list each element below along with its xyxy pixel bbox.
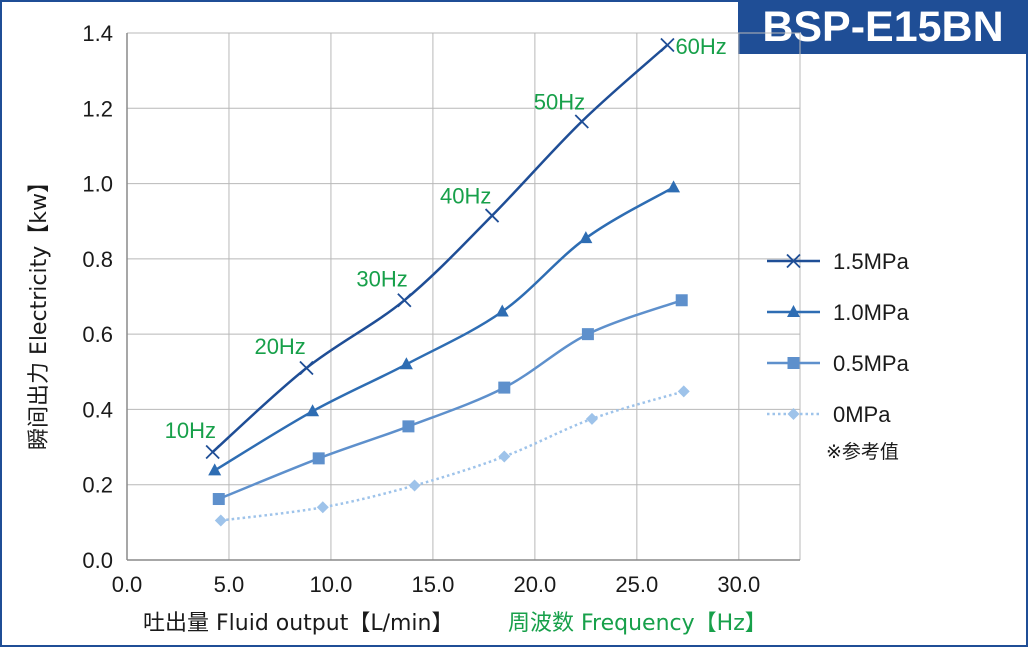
frequency-label: 10Hz: [165, 418, 216, 443]
data-point-0mpa: [585, 412, 598, 425]
data-point-0mpa: [214, 514, 227, 527]
data-point-1.5mpa: [660, 37, 675, 53]
legend-marker: [787, 408, 800, 420]
y-tick-label: 1.4: [82, 21, 113, 46]
x-tick-label: 15.0: [411, 572, 454, 597]
legend: 1.5MPa 1.0MPa 0.5MPa 0MPa: [767, 249, 910, 427]
series-line-0mpa: [220, 390, 685, 522]
frequency-label: 60Hz: [675, 34, 726, 59]
data-point-1.0mpa: [306, 404, 320, 417]
x-axis-label-frequency: 周波数 Frequency【Hz】: [508, 611, 767, 636]
data-point-0.5mpa: [402, 420, 415, 433]
data-point-0mpa: [316, 501, 329, 514]
data-point-0.5mpa: [581, 328, 594, 341]
data-point-1.0mpa: [208, 463, 222, 476]
legend-marker: [787, 305, 800, 317]
data-point-0mpa: [677, 385, 690, 398]
legend-label: 1.0MPa: [833, 300, 910, 325]
frequency-label: 30Hz: [356, 266, 407, 291]
y-tick-label: 0.6: [82, 322, 113, 347]
data-point-1.5mpa: [299, 360, 314, 376]
legend-marker: [787, 357, 800, 369]
x-tick-label: 10.0: [310, 572, 353, 597]
x-tick-label: 0.0: [112, 572, 143, 597]
frequency-label: 20Hz: [254, 334, 305, 359]
y-tick-label: 0.0: [82, 548, 113, 573]
x-tick-label: 5.0: [214, 572, 245, 597]
legend-label: 0.5MPa: [833, 351, 910, 376]
y-tick-label: 1.0: [82, 172, 113, 197]
frequency-annotations: 10Hz 20Hz 30Hz 40Hz 50Hz 60Hz: [165, 34, 727, 443]
data-point-1.5mpa: [397, 293, 412, 308]
y-tick-label: 0.8: [82, 247, 113, 272]
x-tick-labels: 0.0 5.0 10.0 15.0 20.0 25.0 30.0: [112, 572, 761, 597]
y-axis-label: 瞬间出力 Electricity【kw】: [27, 171, 52, 450]
data-point-0mpa: [408, 479, 421, 492]
frequency-label: 50Hz: [534, 89, 585, 114]
y-tick-labels: 0.0 0.2 0.4 0.6 0.8 1.0 1.2 1.4: [82, 21, 113, 573]
legend-label: 1.5MPa: [833, 249, 910, 274]
chart-grid: [126, 32, 801, 560]
data-point-1.5mpa: [574, 114, 589, 129]
data-point-1.0mpa: [399, 357, 413, 370]
x-tick-label: 30.0: [717, 572, 760, 597]
series-group: [205, 37, 690, 527]
frequency-label: 40Hz: [440, 184, 491, 209]
x-tick-label: 20.0: [513, 572, 556, 597]
data-point-0.5mpa: [212, 493, 225, 506]
data-point-1.0mpa: [667, 180, 681, 193]
data-point-0.5mpa: [675, 294, 688, 307]
x-axis-label: 吐出量 Fluid output【L/min】: [143, 611, 454, 636]
data-point-1.5mpa: [205, 444, 220, 460]
data-point-1.0mpa: [579, 231, 593, 244]
y-tick-label: 0.2: [82, 473, 113, 498]
data-point-1.5mpa: [484, 208, 500, 223]
data-point-0mpa: [498, 450, 511, 463]
data-point-1.0mpa: [495, 304, 509, 317]
model-badge: BSP-E15BN: [738, 0, 1028, 54]
series-line-1.0mpa: [214, 186, 675, 472]
data-point-0.5mpa: [312, 452, 325, 465]
series-line-1.5mpa: [211, 44, 669, 453]
legend-marker: [786, 253, 801, 269]
y-tick-label: 0.4: [82, 397, 113, 422]
y-tick-label: 1.2: [82, 96, 113, 121]
series-line-0.5mpa: [218, 299, 683, 501]
legend-note: ※参考值: [826, 441, 899, 463]
x-tick-label: 25.0: [615, 572, 658, 597]
data-point-0.5mpa: [498, 381, 511, 394]
legend-label: 0MPa: [833, 402, 891, 427]
